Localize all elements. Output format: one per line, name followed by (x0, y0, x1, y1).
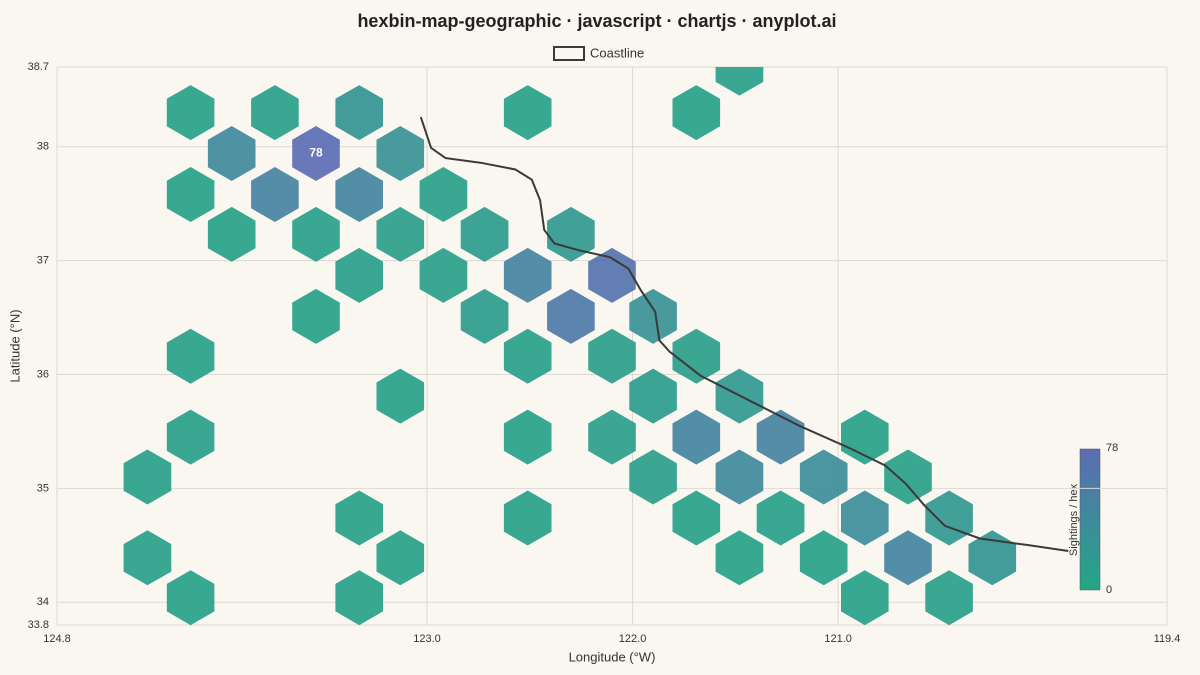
y-tick-label: 33.8 (28, 619, 49, 631)
y-tick-label: 38.7 (28, 61, 49, 73)
y-tick-label: 37 (37, 254, 49, 266)
hex (166, 85, 215, 141)
hex (841, 409, 889, 465)
hex (968, 530, 1017, 586)
colorbar-max: 78 (1106, 442, 1118, 454)
hex (547, 206, 595, 262)
hex (166, 409, 215, 465)
hexes (123, 67, 1017, 625)
hex (588, 328, 636, 384)
hex (292, 126, 340, 181)
hex (629, 368, 677, 424)
hex (376, 126, 425, 181)
hex (503, 85, 552, 141)
hex (925, 570, 973, 625)
hex (841, 490, 889, 546)
hex (547, 288, 595, 344)
y-axis-label: Latitude (°N) (7, 309, 22, 382)
coastline (419, 116, 1069, 552)
hex (123, 530, 172, 586)
hex (376, 530, 425, 586)
x-tick-label: 123.0 (413, 633, 441, 645)
hex (460, 288, 509, 344)
hex (166, 328, 215, 384)
hex (799, 449, 848, 505)
hex (672, 490, 721, 546)
hex (503, 490, 552, 546)
hex (123, 449, 172, 505)
chart-title: hexbin-map-geographic · javascript · cha… (357, 11, 836, 31)
hex (629, 288, 677, 344)
hex (841, 570, 889, 625)
legend-swatch (553, 46, 585, 61)
hex (335, 490, 383, 546)
colorbar (1079, 448, 1101, 591)
hex (799, 530, 848, 586)
hex (672, 409, 721, 465)
hex (884, 449, 932, 505)
colorbar-min: 0 (1106, 584, 1112, 596)
y-tick-label: 34 (37, 596, 49, 608)
x-tick-label: 121.0 (824, 633, 852, 645)
x-axis-label: Longitude (°W) (569, 649, 656, 664)
hex (376, 368, 425, 424)
hex (207, 206, 256, 262)
hex (925, 490, 973, 546)
legend-label: Coastline (590, 45, 644, 60)
hex (715, 530, 764, 586)
hex-label: 78 (309, 146, 323, 160)
colorbar-label: Sightings / hex (1068, 483, 1080, 556)
hex (756, 409, 805, 465)
hex (884, 530, 932, 586)
y-tick-label: 35 (37, 482, 49, 494)
hex (503, 409, 552, 465)
hex (715, 449, 764, 505)
hex (460, 206, 509, 262)
hex (419, 167, 468, 222)
hex (672, 328, 721, 384)
hex (335, 167, 383, 222)
hex (419, 247, 468, 303)
hex (335, 85, 383, 141)
hex (207, 126, 256, 181)
y-tick-label: 38 (37, 141, 49, 153)
x-tick-label: 124.8 (43, 633, 71, 645)
hex (629, 449, 677, 505)
hex (756, 490, 805, 546)
hex (715, 67, 764, 96)
hex (251, 167, 299, 222)
hex (292, 206, 340, 262)
hex (376, 206, 425, 262)
hex (503, 247, 552, 303)
x-tick-label: 122.0 (619, 633, 647, 645)
hex (335, 247, 383, 303)
hex (335, 570, 383, 625)
hex (292, 288, 340, 344)
hex (166, 167, 215, 222)
hex (251, 85, 299, 141)
legend: Coastline (553, 45, 644, 61)
hex (672, 85, 721, 141)
hex (588, 247, 636, 303)
hex (503, 328, 552, 384)
hex (588, 409, 636, 465)
y-tick-label: 36 (37, 368, 49, 380)
hex (166, 570, 215, 625)
x-tick-label: 119.4 (1154, 633, 1181, 645)
